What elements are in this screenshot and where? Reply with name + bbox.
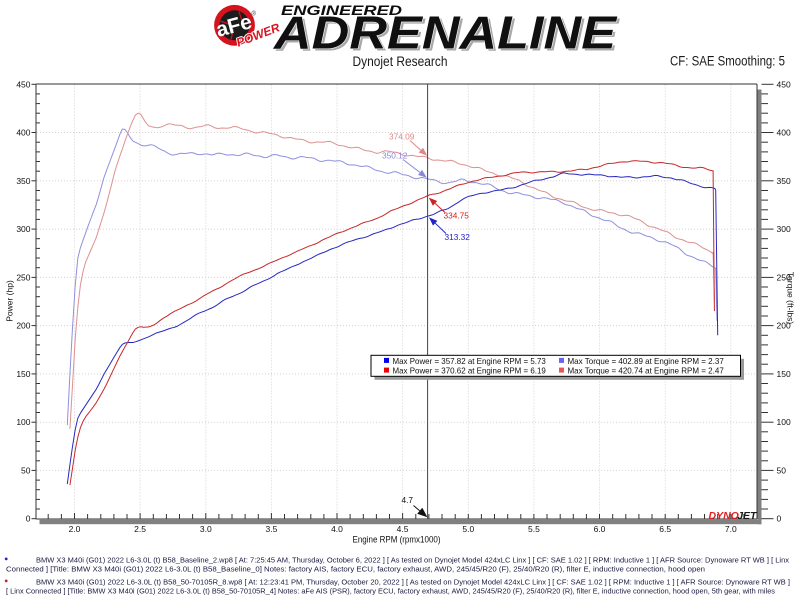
svg-text:3.5: 3.5 bbox=[265, 524, 277, 534]
svg-text:0: 0 bbox=[26, 514, 31, 524]
svg-text:200: 200 bbox=[777, 321, 791, 331]
svg-text:Power (hp): Power (hp) bbox=[5, 280, 15, 322]
svg-text:450: 450 bbox=[16, 79, 30, 89]
svg-text:400: 400 bbox=[777, 128, 791, 138]
svg-text:ADRENALINE: ADRENALINE bbox=[275, 9, 620, 61]
svg-text:313.32: 313.32 bbox=[445, 232, 471, 242]
svg-text:7.0: 7.0 bbox=[725, 524, 737, 534]
svg-text:350: 350 bbox=[16, 176, 30, 186]
svg-text:Max Torque = 402.89 at Engine: Max Torque = 402.89 at Engine RPM = 2.37 bbox=[568, 356, 725, 366]
svg-text:4.5: 4.5 bbox=[397, 524, 409, 534]
svg-text:334.75: 334.75 bbox=[444, 210, 470, 220]
svg-text:BMW X3 M40i (G01) 2022 L6-3.0L: BMW X3 M40i (G01) 2022 L6-3.0L (t) B58_5… bbox=[36, 578, 790, 587]
svg-text:6.5: 6.5 bbox=[659, 524, 671, 534]
svg-text:Engine RPM (rpmx1000): Engine RPM (rpmx1000) bbox=[353, 535, 441, 546]
svg-text:50: 50 bbox=[777, 465, 787, 475]
svg-text:®: ® bbox=[252, 11, 257, 18]
svg-text:0: 0 bbox=[777, 514, 782, 524]
svg-text:250: 250 bbox=[777, 272, 791, 282]
svg-text:Max Power = 370.62 at Engine R: Max Power = 370.62 at Engine RPM = 6.19 bbox=[393, 366, 547, 376]
svg-text:2.5: 2.5 bbox=[134, 524, 146, 534]
svg-text:6.0: 6.0 bbox=[594, 524, 606, 534]
svg-text:ENGINEERED: ENGINEERED bbox=[281, 3, 402, 18]
svg-text:BMW X3 M40i (G01) 2022 L6-3.0L: BMW X3 M40i (G01) 2022 L6-3.0L (t) B58_B… bbox=[36, 556, 789, 565]
svg-text:Dynojet Research: Dynojet Research bbox=[353, 54, 448, 69]
svg-text:4.7: 4.7 bbox=[402, 495, 414, 505]
svg-text:200: 200 bbox=[16, 321, 30, 331]
svg-text:50: 50 bbox=[21, 465, 31, 475]
svg-text:350: 350 bbox=[777, 176, 791, 186]
svg-text:ADRENALINE: ADRENALINE bbox=[273, 7, 618, 59]
svg-text:300: 300 bbox=[777, 224, 791, 234]
svg-text:Connected ] [Title: BMW X3 M40: Connected ] [Title: BMW X3 M40i (G01) 20… bbox=[6, 565, 705, 574]
svg-text:CF: SAE Smoothing: 5: CF: SAE Smoothing: 5 bbox=[670, 54, 785, 69]
svg-text:400: 400 bbox=[16, 128, 30, 138]
svg-text:[ Linx Connected ] [Title: BMW: [ Linx Connected ] [Title: BMW X3 M40i (… bbox=[6, 587, 775, 596]
svg-text:150: 150 bbox=[777, 369, 791, 379]
svg-text:Torque (ft-lbs): Torque (ft-lbs) bbox=[786, 272, 796, 325]
svg-text:2.0: 2.0 bbox=[69, 524, 81, 534]
svg-text:100: 100 bbox=[777, 417, 791, 427]
svg-text:100: 100 bbox=[16, 417, 30, 427]
svg-text:150: 150 bbox=[16, 369, 30, 379]
svg-text:3.0: 3.0 bbox=[200, 524, 212, 534]
svg-text:Max Power = 357.82 at Engine R: Max Power = 357.82 at Engine RPM = 5.73 bbox=[393, 356, 547, 366]
svg-text:5.5: 5.5 bbox=[528, 524, 540, 534]
svg-text:250: 250 bbox=[16, 272, 30, 282]
svg-text:JET: JET bbox=[737, 510, 758, 522]
svg-text:5.0: 5.0 bbox=[462, 524, 474, 534]
svg-text:DYNO: DYNO bbox=[709, 510, 739, 522]
svg-text:4.0: 4.0 bbox=[331, 524, 343, 534]
svg-text:300: 300 bbox=[16, 224, 30, 234]
svg-text:450: 450 bbox=[777, 79, 791, 89]
svg-text:374.09: 374.09 bbox=[389, 131, 415, 141]
svg-text:Max Torque = 420.74 at Engine: Max Torque = 420.74 at Engine RPM = 2.47 bbox=[568, 366, 725, 376]
svg-text:350.12: 350.12 bbox=[382, 151, 408, 161]
